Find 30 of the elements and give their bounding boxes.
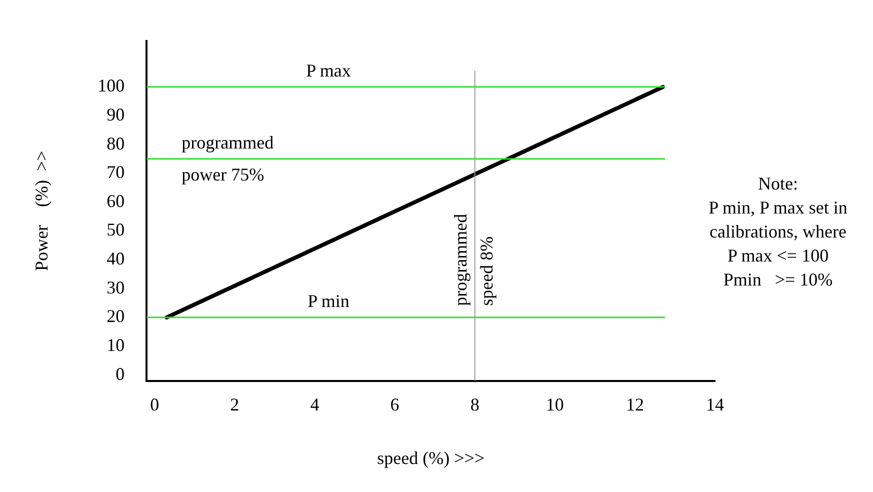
y-tick-label: 80 [106,133,125,154]
ref-line-label: P min [308,291,350,312]
annotation: calibrations, where [710,222,846,242]
y-tick-label: 40 [106,248,125,269]
y-tick-label: 50 [106,220,125,240]
x-tick-label: 14 [706,394,724,414]
text: P max <= 100 [727,246,829,266]
y-axis-title: Power (%) >> [32,150,52,271]
x-tick-label: 2 [230,394,240,414]
x-tick-label: 0 [150,394,160,414]
x-tick-label: 12 [626,394,644,414]
y-tick-label: 90 [106,104,125,124]
x-tick-label: 4 [310,394,320,414]
x-axis-title: speed (%) >>> [377,448,485,468]
y-tick-label: 60 [106,190,125,211]
x-tick-label: 6 [390,394,400,414]
text: Pmin >= 10% [723,270,833,290]
ref-line-label: programmed power 75% [182,132,274,185]
y-tick-label: 100 [98,76,125,96]
y-tick-label: 70 [106,162,125,182]
ref-line-label: programmed speed 8% [450,214,497,306]
y-tick-label: 30 [106,277,125,298]
y-tick-label: 10 [106,334,125,355]
annotation: P min, P max set in [708,198,848,218]
x-tick-label: 10 [546,394,564,414]
x-tick-label: 8 [470,394,480,414]
y-tick-label: 20 [106,306,125,326]
text: Note: [758,174,798,194]
ref-line-label: P max [306,60,351,81]
y-tick-label: 0 [116,364,125,384]
